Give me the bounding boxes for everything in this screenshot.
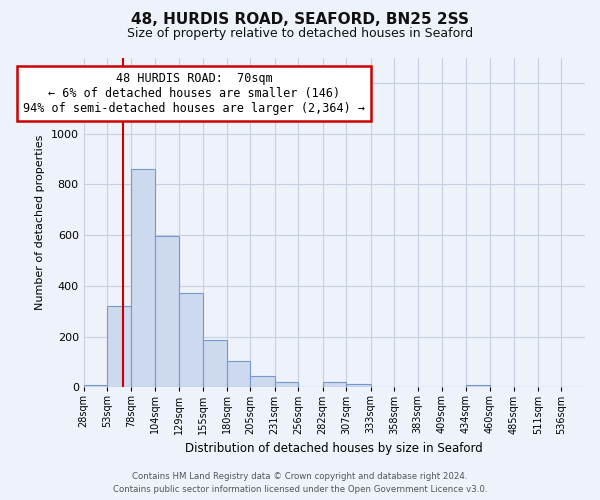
Bar [323,382,346,388]
Text: 48, HURDIS ROAD, SEAFORD, BN25 2SS: 48, HURDIS ROAD, SEAFORD, BN25 2SS [131,12,469,28]
Bar [275,382,298,388]
Bar [83,385,107,388]
Y-axis label: Number of detached properties: Number of detached properties [35,134,45,310]
Bar [346,384,371,388]
Text: Contains HM Land Registry data © Crown copyright and database right 2024.
Contai: Contains HM Land Registry data © Crown c… [113,472,487,494]
Text: 48 HURDIS ROAD:  70sqm
← 6% of detached houses are smaller (146)
94% of semi-det: 48 HURDIS ROAD: 70sqm ← 6% of detached h… [23,72,365,116]
Bar [155,236,179,388]
Bar [203,340,227,388]
Bar [107,306,131,388]
Bar [227,360,250,388]
Bar [179,294,203,388]
X-axis label: Distribution of detached houses by size in Seaford: Distribution of detached houses by size … [185,442,483,455]
Bar [466,385,490,388]
Bar [131,169,155,388]
Text: Size of property relative to detached houses in Seaford: Size of property relative to detached ho… [127,28,473,40]
Bar [250,376,275,388]
